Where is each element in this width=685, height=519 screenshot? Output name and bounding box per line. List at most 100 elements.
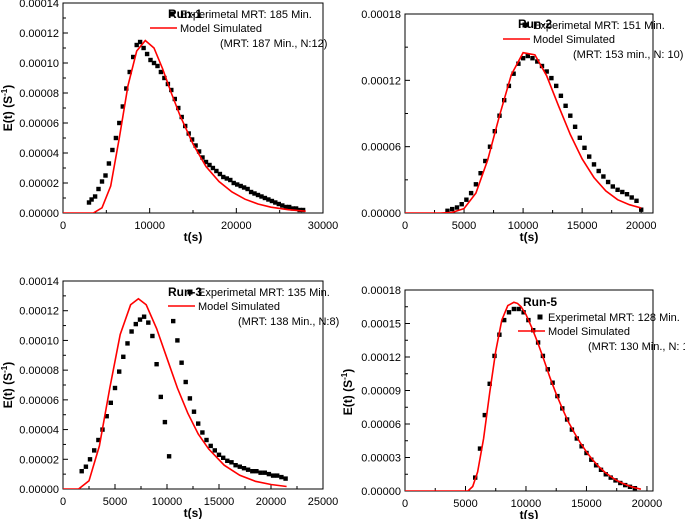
data-point — [487, 144, 493, 149]
data-point — [252, 191, 257, 196]
data-point — [634, 198, 639, 203]
data-point — [587, 154, 592, 159]
data-point — [169, 87, 174, 93]
data-point — [127, 69, 132, 75]
data-point — [162, 75, 167, 81]
x-tick-label: 0 — [402, 220, 408, 232]
y-tick-label: 0.00009 — [361, 386, 401, 398]
data-point — [210, 165, 216, 171]
x-tick-label: 0 — [402, 498, 408, 510]
legend-note-model: (MRT: 130 Min., N: 13) — [588, 341, 685, 353]
chart-panel-1: 0 10000 20000 30000 0.00000 0.00002 0.00004 0.0… — [0, 0, 338, 244]
legend-marker-experimental — [169, 11, 175, 17]
chart-panel-4: 0 5000 10000 15000 20000 0.00000 0.00003 0.0000… — [340, 285, 685, 519]
data-point — [141, 314, 147, 319]
x-tick-label: 5000 — [453, 498, 477, 510]
data-point — [154, 362, 159, 367]
data-point — [259, 194, 264, 199]
data-point — [558, 93, 564, 98]
x-tick-label: 5000 — [103, 496, 127, 508]
data-point — [287, 204, 292, 210]
y-axis-title: E(t) (S-1) — [0, 362, 15, 408]
data-point — [96, 186, 101, 192]
data-point — [208, 443, 213, 449]
y-tick-label: 0.00012 — [19, 28, 59, 40]
data-point — [482, 412, 487, 418]
legend-label-model: Model Simulated — [533, 34, 615, 46]
data-point — [283, 476, 288, 481]
y-tick-label: 0.00010 — [19, 58, 59, 70]
data-point — [134, 42, 139, 48]
data-point — [137, 39, 143, 45]
y-tick-label: 0.00012 — [361, 352, 401, 364]
model-curve — [405, 51, 642, 213]
x-axis-title: t(s) — [184, 506, 203, 519]
data-point — [483, 158, 488, 164]
data-point — [248, 189, 254, 195]
data-point — [179, 114, 184, 120]
y-axis-title-close: ) — [341, 369, 355, 373]
data-point — [290, 206, 295, 211]
x-tick-label: 15000 — [567, 220, 598, 232]
data-point — [166, 454, 172, 459]
y-axis-title-superscript: -1 — [0, 88, 9, 96]
data-point — [175, 338, 180, 343]
legend-label-experimental: Experimetal MRT: 128 Min. — [548, 312, 680, 324]
data-point — [162, 419, 168, 425]
data-point — [554, 83, 559, 89]
data-point — [266, 197, 271, 202]
data-point — [112, 385, 118, 391]
x-tick-label: 10000 — [511, 498, 542, 510]
data-point — [262, 470, 267, 475]
x-axis-title: t(s) — [520, 230, 539, 244]
data-point — [179, 360, 184, 365]
chart-panel-3: 0 5000 10000 15000 20000 25000 0.00000 0.00002 0… — [0, 276, 339, 519]
data-point — [117, 120, 122, 126]
data-point — [203, 159, 209, 165]
data-point — [171, 318, 176, 324]
data-point — [146, 320, 151, 325]
data-point — [445, 208, 450, 213]
y-tick-label: 0.00018 — [361, 9, 401, 21]
data-point — [593, 463, 599, 468]
data-point — [269, 198, 275, 204]
data-point — [189, 137, 195, 142]
data-point — [137, 317, 143, 322]
model-curve — [405, 301, 642, 491]
data-point — [279, 474, 284, 480]
x-tick-label: 10000 — [152, 496, 183, 508]
x-axis-title: t(s) — [184, 230, 203, 244]
legend: Experimetal MRT: 151 Min. Model Simulated… — [503, 20, 683, 61]
y-axis-title-main: E(t) (S — [1, 373, 15, 408]
model-curve — [63, 297, 287, 489]
y-tick-label: 0.00000 — [19, 484, 59, 496]
chart-panel-2: 0 5000 10000 15000 20000 0.00000 0.00006 0.0001… — [361, 9, 683, 244]
data-point — [615, 187, 620, 192]
data-point — [191, 409, 197, 414]
x-tick-label: 5000 — [452, 220, 476, 232]
y-tick-label: 0.00008 — [19, 365, 59, 377]
data-point — [596, 168, 601, 174]
x-tick-label: 20000 — [256, 496, 287, 508]
x-tick-label: 0 — [60, 220, 66, 232]
data-point — [464, 197, 469, 202]
data-point — [454, 205, 460, 210]
data-point — [92, 194, 98, 199]
legend-label-experimental: Experimetal MRT: 185 Min. — [180, 9, 312, 21]
data-point — [241, 185, 247, 190]
legend-marker-experimental — [187, 289, 193, 295]
y-tick-label: 0.00002 — [19, 454, 59, 466]
y-axis-title-main: E(t) (S — [1, 96, 15, 131]
data-point — [624, 192, 630, 197]
x-axis-title: t(s) — [520, 508, 539, 519]
data-point — [605, 179, 611, 185]
data-point — [521, 310, 526, 315]
data-point — [549, 75, 554, 81]
y-tick-label: 0.00012 — [19, 306, 59, 318]
data-point — [83, 464, 89, 469]
data-point — [144, 51, 150, 57]
y-axis-title-close: ) — [1, 362, 15, 366]
y-tick-label: 0.00006 — [361, 419, 401, 431]
x-tick-label: 10000 — [134, 220, 165, 232]
